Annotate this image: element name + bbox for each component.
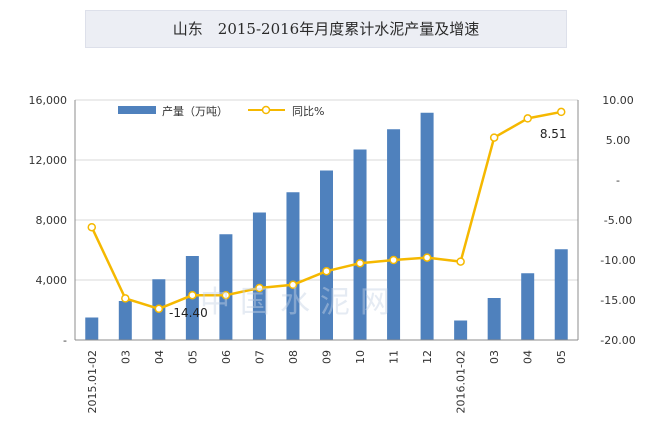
y-right-tick-label: -5.00 [604,214,632,227]
y-right-tick-label: -10.00 [600,254,635,267]
bar [387,129,401,340]
growth-point [422,253,432,262]
growth-point [355,258,365,268]
y-left-tick-label: 12,000 [29,154,68,167]
y-left-tick-label: 8,000 [36,214,68,227]
growth-point [188,290,197,300]
growth-point [456,257,465,266]
y-left-tick-label: 4,000 [36,274,68,287]
y-right-tick-label: - [616,174,620,187]
growth-point [154,304,164,314]
watermark: 中国水泥网 [200,285,400,320]
y-right-tick-label: -15.00 [600,294,635,307]
growth-point [389,255,398,265]
x-tick-label: 06 [220,350,233,364]
bar [118,301,132,340]
legend-line-marker [261,105,271,115]
x-tick-label: 04 [153,350,166,364]
bar [454,320,468,340]
bar [521,273,535,340]
chart-title: 山东 2015-2016年月度累计水泥产量及增速 [172,20,480,38]
growth-point [87,222,97,232]
x-tick-label: 03 [488,350,501,364]
legend-label: 同比% [292,105,324,118]
bar [420,112,434,340]
bar [320,170,333,340]
x-tick-label: 05 [555,350,568,364]
y-right-tick-label: 5.00 [606,134,631,147]
bar [353,149,367,340]
bar [252,212,266,340]
legend-label: 产量（万吨） [162,104,228,118]
y-right-tick-label: 10.00 [602,94,634,107]
x-tick-label: 11 [388,350,401,364]
bar [85,317,99,340]
bar [554,249,568,340]
bar [219,234,233,340]
x-tick-label: 09 [321,350,334,364]
data-label: -14.40 [169,306,208,320]
x-tick-label: 2015.01-02 [86,350,99,413]
growth-point [556,107,566,117]
chart-title-box: 山东 2015-2016年月度累计水泥产量及增速 [85,10,567,48]
x-tick-label: 03 [119,350,132,364]
x-tick-label: 07 [253,350,266,364]
y-left-tick-label: - [63,334,67,347]
x-tick-label: 04 [522,350,535,364]
growth-point [489,133,499,142]
growth-point [322,266,331,276]
legend-bar-swatch [118,106,156,114]
x-tick-label: 05 [186,350,199,364]
growth-point [221,290,231,300]
bar [487,298,501,340]
bar [286,192,300,340]
x-tick-label: 08 [287,350,300,364]
y-right-tick-label: -20.00 [600,334,635,347]
growth-point [121,294,130,303]
growth-point [523,114,532,123]
x-tick-label: 12 [421,350,434,364]
growth-point [255,283,264,293]
x-tick-label: 10 [354,350,367,364]
x-tick-label: 2016.01-02 [455,350,468,413]
y-left-tick-label: 16,000 [29,94,68,107]
growth-point [288,280,298,290]
data-label: 8.51 [540,127,567,141]
